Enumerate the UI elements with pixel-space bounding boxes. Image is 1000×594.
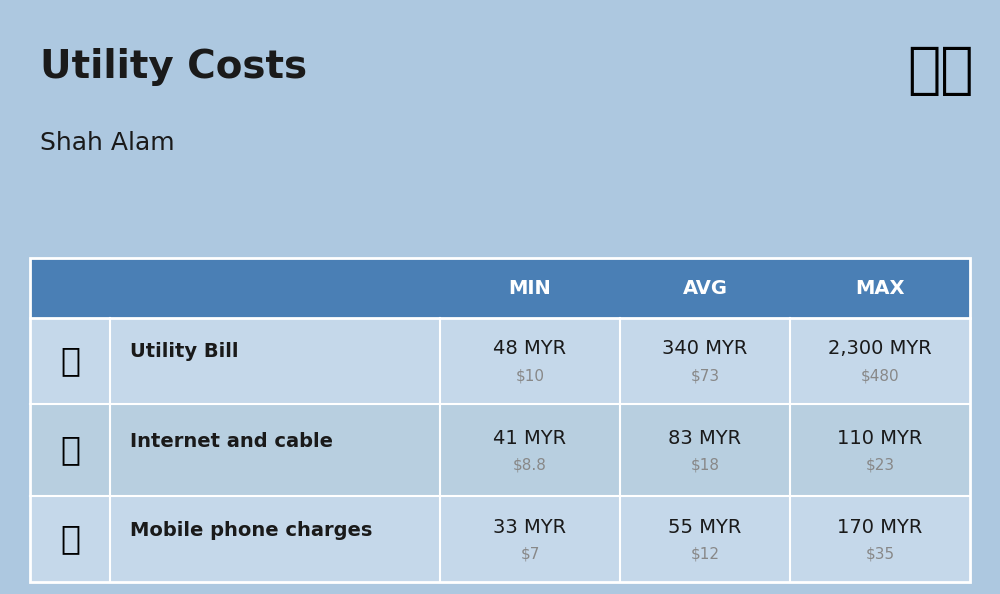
Text: 🔌: 🔌 xyxy=(60,345,80,377)
Text: 41 MYR: 41 MYR xyxy=(493,429,567,447)
Text: 33 MYR: 33 MYR xyxy=(493,518,567,536)
Text: $35: $35 xyxy=(865,546,895,561)
Text: 📡: 📡 xyxy=(60,434,80,466)
Text: $10: $10 xyxy=(516,368,544,383)
Text: MIN: MIN xyxy=(509,279,551,298)
Text: $480: $480 xyxy=(861,368,899,383)
Text: 110 MYR: 110 MYR xyxy=(837,429,923,447)
Text: Shah Alam: Shah Alam xyxy=(40,131,175,154)
Text: $8.8: $8.8 xyxy=(513,457,547,472)
Text: 48 MYR: 48 MYR xyxy=(493,340,567,358)
Text: $7: $7 xyxy=(520,546,540,561)
Text: Utility Bill: Utility Bill xyxy=(130,343,239,361)
Text: AVG: AVG xyxy=(683,279,728,298)
Text: $23: $23 xyxy=(865,457,895,472)
Text: 83 MYR: 83 MYR xyxy=(668,429,742,447)
Text: MAX: MAX xyxy=(855,279,905,298)
Text: $73: $73 xyxy=(690,368,720,383)
Text: Utility Costs: Utility Costs xyxy=(40,48,307,86)
Text: 📱: 📱 xyxy=(60,523,80,555)
Text: 340 MYR: 340 MYR xyxy=(662,340,748,358)
Text: 2,300 MYR: 2,300 MYR xyxy=(828,340,932,358)
Text: 170 MYR: 170 MYR xyxy=(837,518,923,536)
Text: Internet and cable: Internet and cable xyxy=(130,432,333,450)
Text: Mobile phone charges: Mobile phone charges xyxy=(130,521,372,539)
Text: 55 MYR: 55 MYR xyxy=(668,518,742,536)
Text: $18: $18 xyxy=(691,457,720,472)
Text: 🇲🇾: 🇲🇾 xyxy=(907,45,973,98)
Text: $12: $12 xyxy=(691,546,720,561)
